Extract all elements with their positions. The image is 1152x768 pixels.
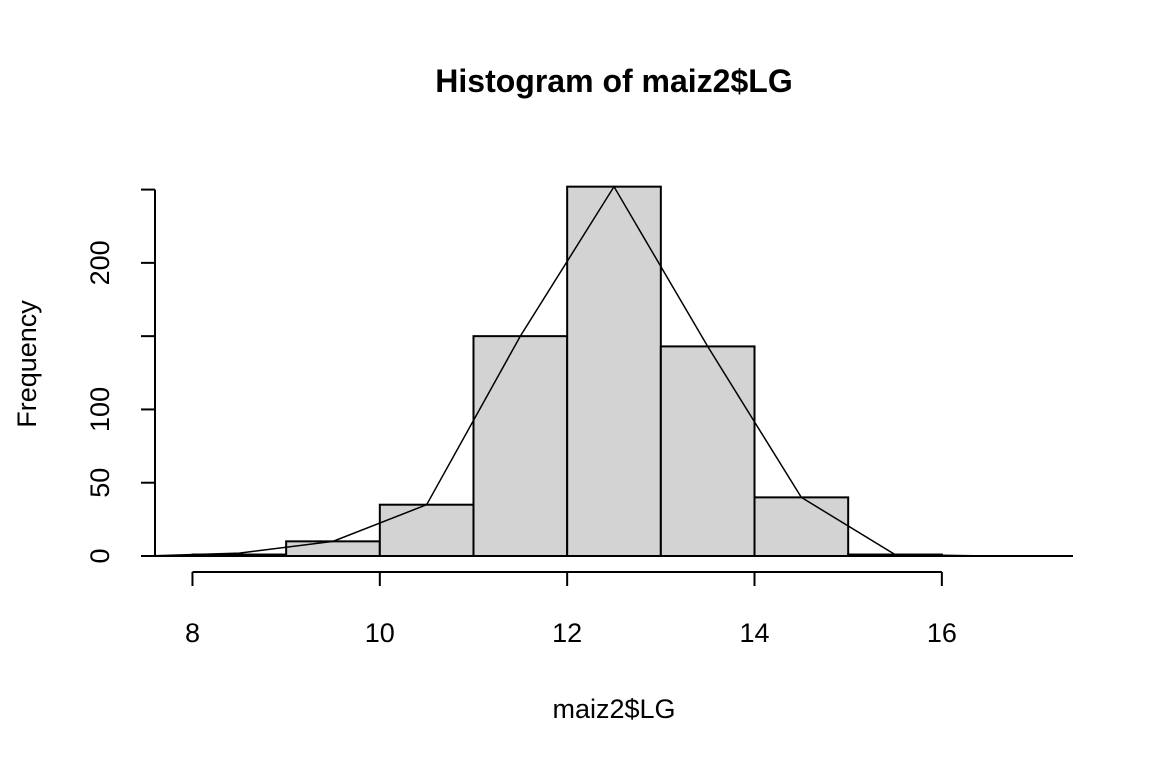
- x-tick-label-0: 8: [185, 618, 200, 648]
- y-tick-label-1: 50: [85, 468, 115, 498]
- bars-group: [155, 185, 1073, 558]
- chart-title: Histogram of maiz2$LG: [435, 63, 792, 99]
- y-tick-label-2: 100: [85, 387, 115, 432]
- bar-1: [285, 540, 381, 557]
- x-tick-label-1: 10: [365, 618, 395, 648]
- y-axis-label: Frequency: [12, 300, 42, 428]
- x-tick-label-3: 14: [739, 618, 769, 648]
- bar-3: [472, 335, 569, 558]
- x-tick-label-4: 16: [927, 618, 957, 648]
- x-axis: 8 10 12 14 16: [185, 571, 957, 648]
- y-tick-label-4: 200: [85, 240, 115, 285]
- x-axis-label: maiz2$LG: [552, 694, 675, 724]
- x-tick-label-2: 12: [552, 618, 582, 648]
- y-axis: 0 50 100 200: [85, 188, 156, 564]
- bar-2: [378, 503, 475, 558]
- bar-5: [659, 345, 756, 557]
- frequency-polygon: [145, 185, 1036, 557]
- bar-6: [753, 496, 850, 558]
- y-tick-label-0: 0: [85, 548, 115, 563]
